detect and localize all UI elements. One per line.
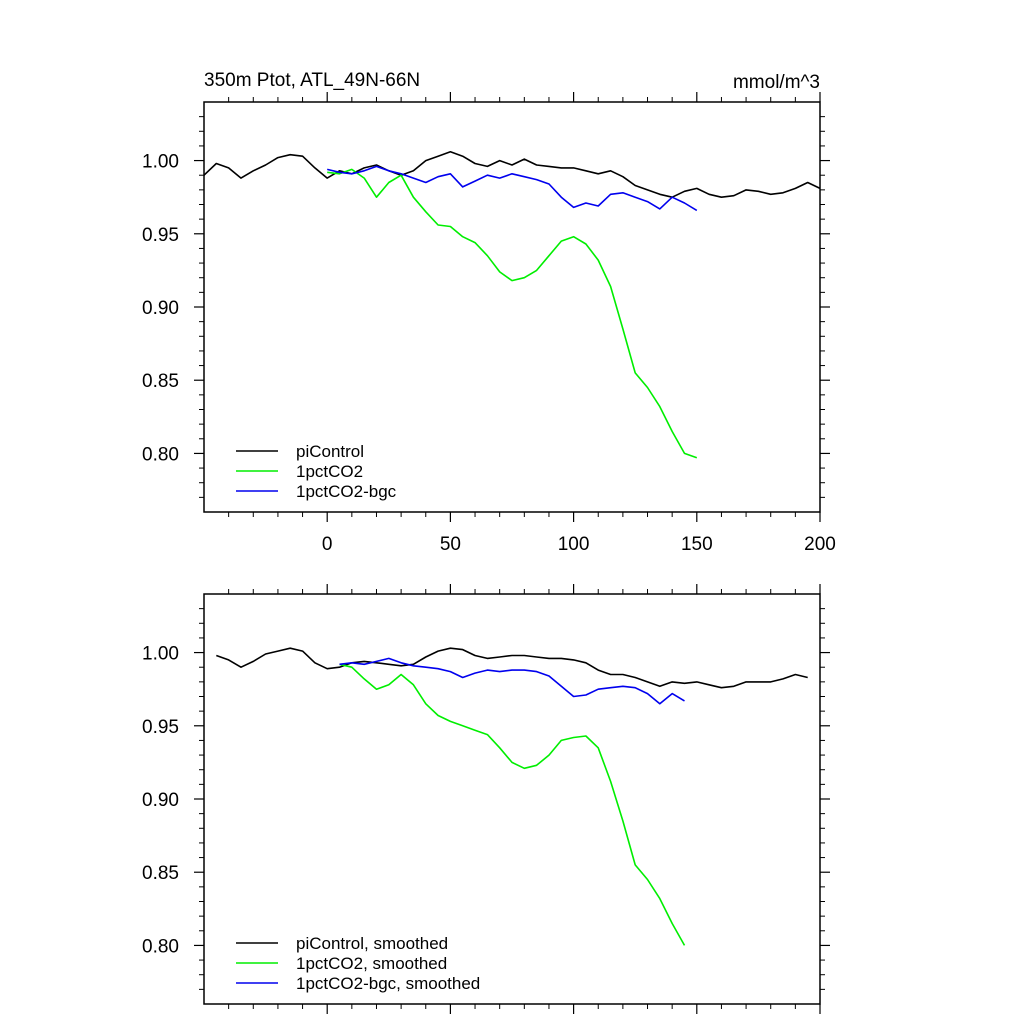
y-tick-label: 0.90 [142,790,179,811]
y-tick-label: 1.00 [142,152,179,173]
legend-label: 1pctCO2-bgc [296,482,397,501]
legend-label: piControl, smoothed [296,934,448,953]
series-line-1 [327,168,698,459]
top-panel: 350m Ptot, ATL_49N-66N mmol/m^3 0 50 100 15… [142,70,836,555]
legend-label: 1pctCO2 [296,462,363,481]
y-tick-label: 0.95 [142,717,179,738]
series-line-0 [216,647,808,689]
series-line-2 [327,165,698,212]
legend-label: 1pctCO2, smoothed [296,954,447,973]
y-tick-label: 0.85 [142,863,179,884]
chart-title: 350m Ptot, ATL_49N-66N [204,70,420,91]
y-tick-label: 0.80 [142,444,179,465]
y-tick-label: 0.85 [142,371,179,392]
legend-label: 1pctCO2-bgc, smoothed [296,974,480,993]
series-line-1 [339,663,686,946]
y-tick-label: 1.00 [142,644,179,665]
x-tick-label: 0 [322,534,333,555]
x-tick-label: 150 [681,534,713,555]
x-tick-label: 200 [804,534,836,555]
series-line-2 [339,657,685,705]
x-tick-label: 100 [558,534,590,555]
legend-label: piControl [296,442,364,461]
y-tick-label: 0.90 [142,298,179,319]
series-line-0 [203,151,821,198]
units-label: mmol/m^3 [733,72,820,93]
y-tick-label: 0.95 [142,225,179,246]
y-tick-label: 0.80 [142,936,179,957]
x-tick-label: 50 [440,534,461,555]
